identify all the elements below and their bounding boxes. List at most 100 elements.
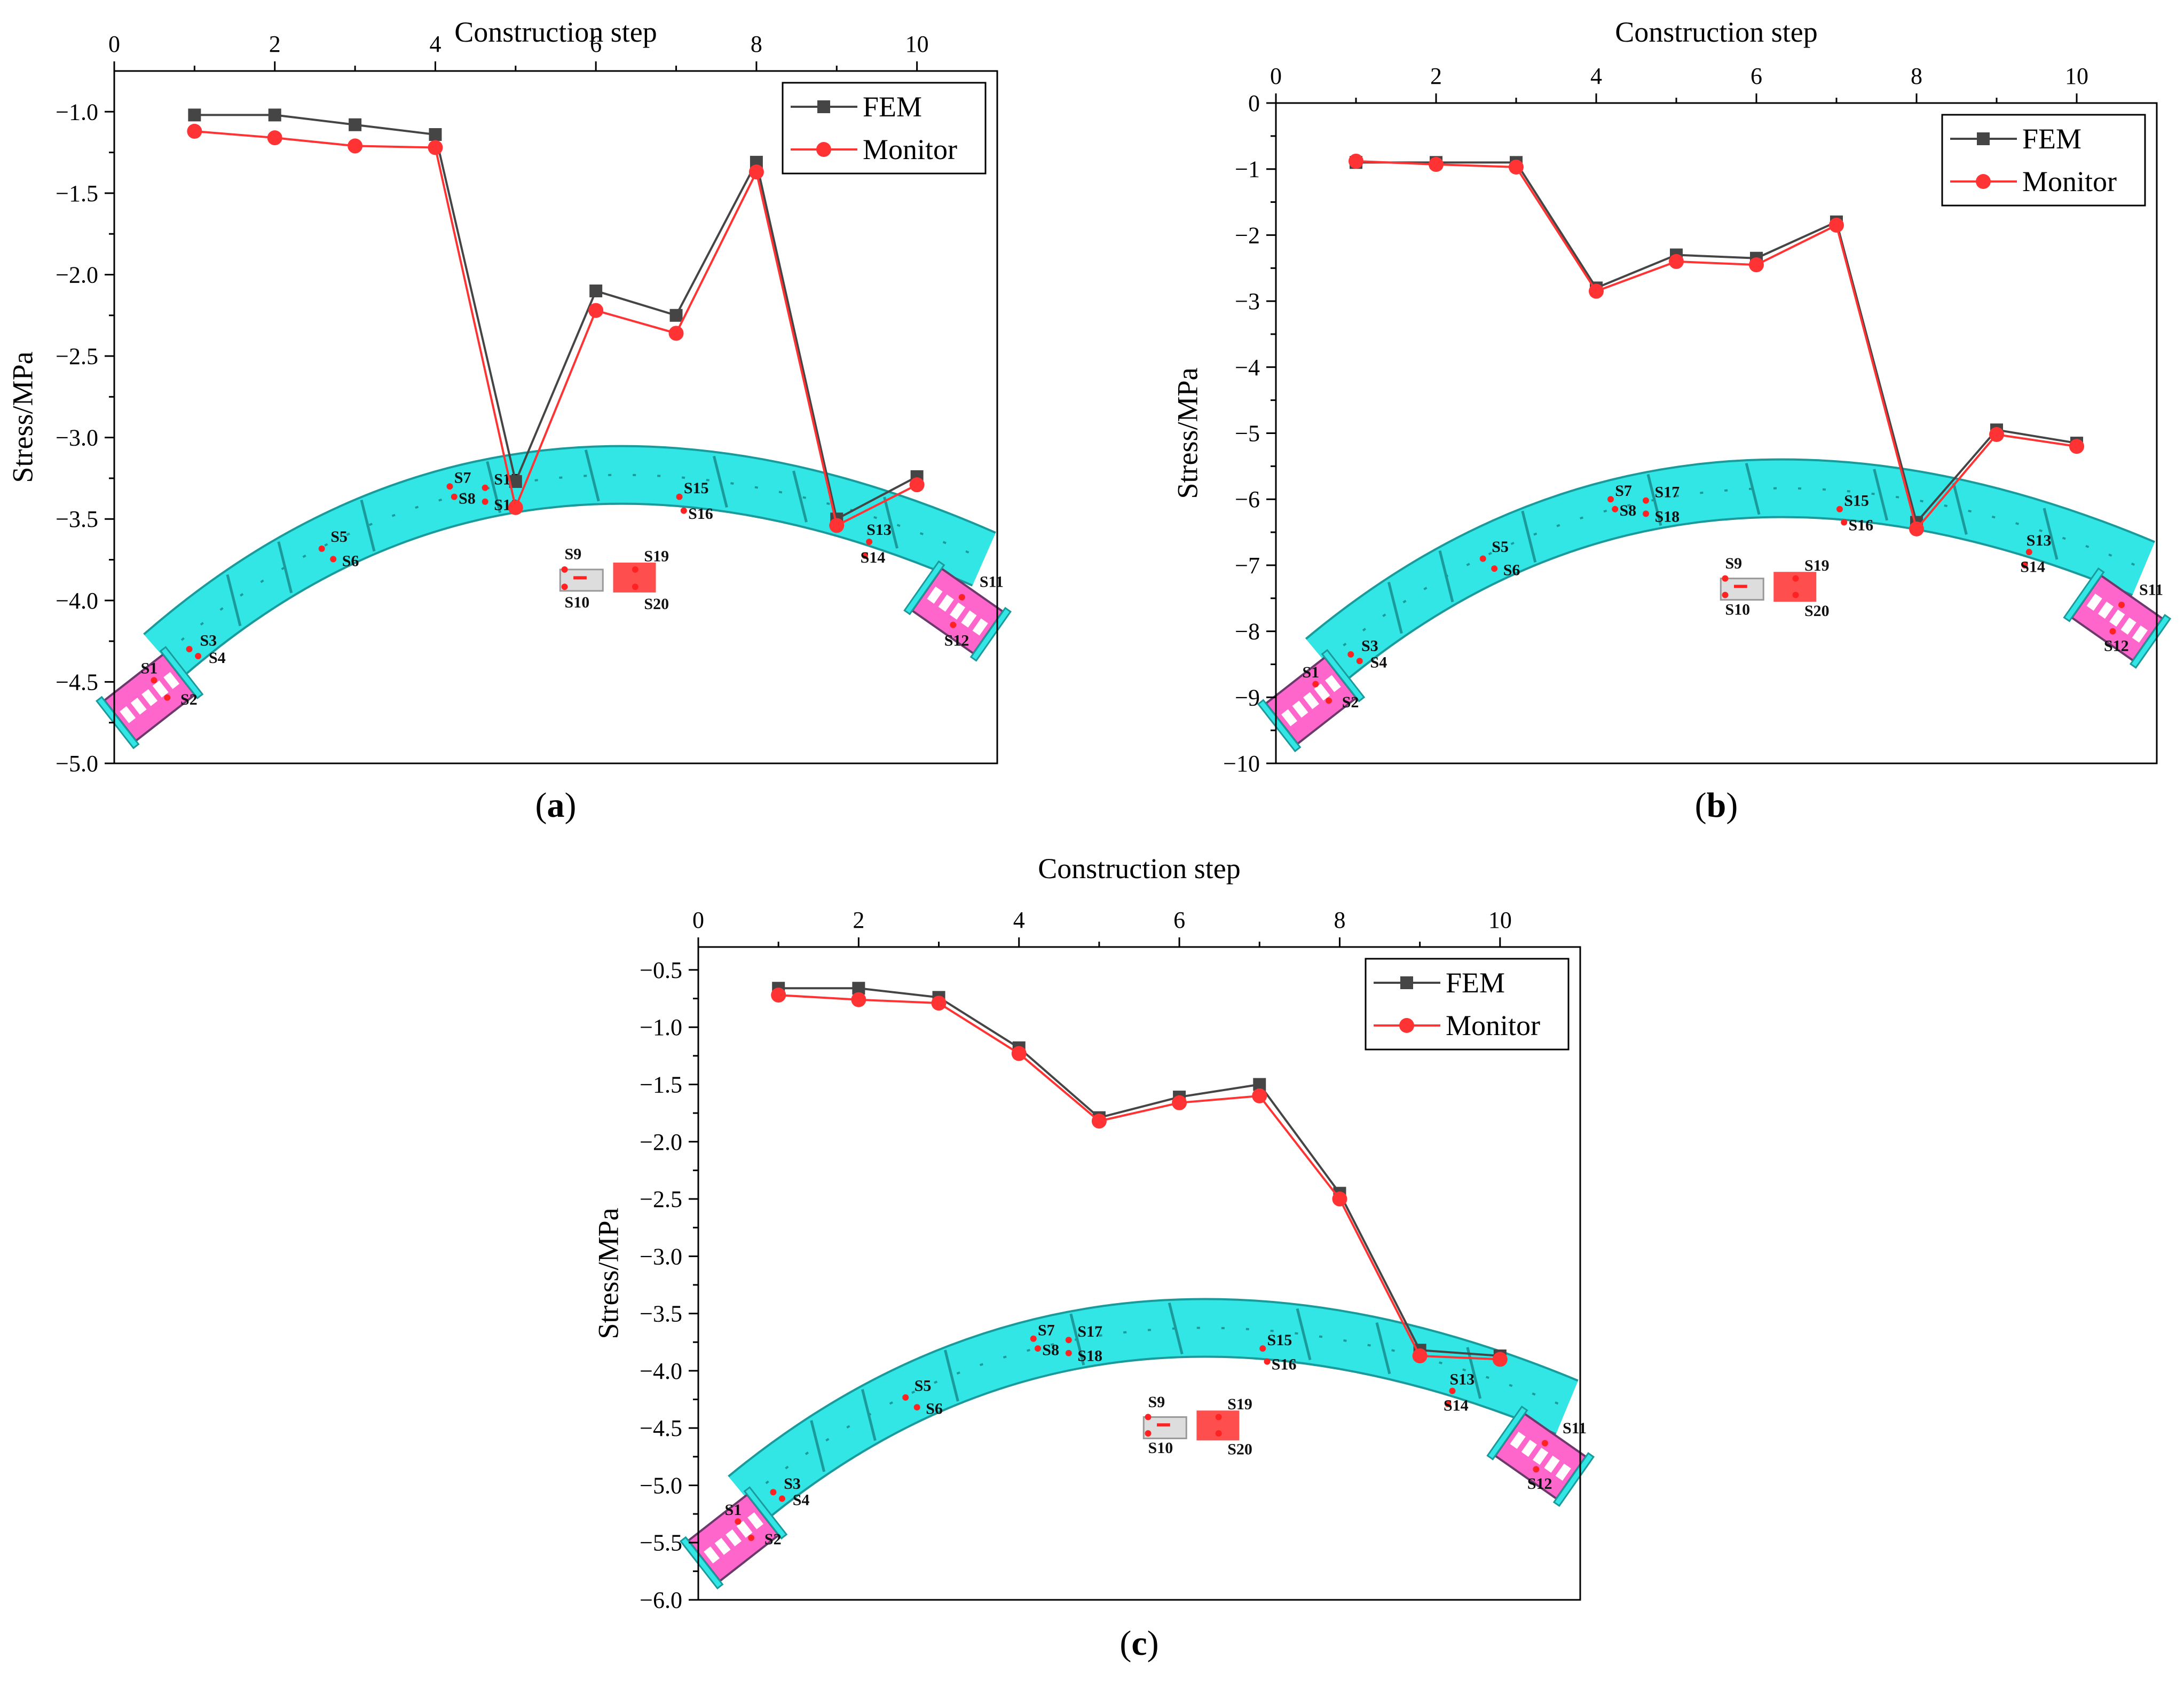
sensor-mark-s12 [1533,1466,1540,1473]
legend: FEM Monitor [782,82,987,175]
legend-label-monitor: Monitor [863,133,957,165]
sensor-mark-s12 [950,621,957,628]
sensor-mark-s9 [1722,575,1729,582]
left-base-block [679,1486,788,1590]
sensor-mark-s8 [1612,506,1619,512]
x-tick-label: 6 [1751,63,1762,89]
sensor-mark-s20 [1792,591,1799,598]
sensor-label-s2: S2 [1342,693,1359,711]
y-tick-label: −4.5 [640,1415,682,1441]
data-point-monitor [1509,159,1524,175]
data-point-monitor [267,130,282,146]
series-line-monitor [778,994,1500,1361]
sensor-label-s19: S19 [1804,557,1830,574]
sensor-mark-s14 [2021,562,2028,569]
sensor-mark-s17 [1643,497,1649,504]
sensor-label-s11: S11 [2139,581,2163,599]
sensor-label-s2: S2 [764,1530,782,1548]
sensor-label-s16: S16 [1849,516,1874,534]
x-tick-label: 8 [1911,63,1922,89]
y-axis-title: Stress/MPa [6,351,38,483]
panel-label: (b) [1695,786,1738,825]
data-point-monitor [187,123,202,139]
x-tick-label: 0 [1270,63,1282,89]
sensor-label-s13: S13 [1450,1370,1475,1388]
y-axis-title: Stress/MPa [1171,367,1203,499]
sensor-mark-s5 [318,545,325,552]
x-tick-label: 4 [1013,907,1025,933]
sensor-mark-s20 [1215,1430,1222,1437]
sensor-label-s18: S18 [1077,1347,1102,1364]
data-point-fem [429,128,442,141]
sensor-mark-s1 [151,677,157,684]
x-tick-label: 6 [1173,907,1185,933]
sensor-label-s14: S14 [861,549,886,566]
sensor-label-s9: S9 [565,545,582,563]
sensor-mark-s18 [1065,1349,1072,1356]
x-tick-label: 10 [905,31,929,57]
x-tick-label: 10 [2065,63,2088,89]
y-tick-label: 0 [1248,90,1260,116]
data-point-monitor [1412,1348,1428,1363]
sensor-mark-s19 [1215,1414,1222,1420]
sensor-mark-s17 [1065,1337,1072,1344]
sensor-label-s1: S1 [725,1501,742,1519]
sensor-mark-s1 [735,1518,742,1525]
sensor-label-s8: S8 [1620,502,1637,519]
sensor-mark-s17 [482,484,488,491]
sensor-label-s20: S20 [1804,602,1830,620]
sensor-label-s3: S3 [784,1475,801,1493]
sensor-label-s11: S11 [1563,1419,1587,1437]
plot-frame [697,946,1581,1601]
y-tick-label: −5.5 [640,1530,682,1556]
data-point-monitor [1332,1191,1347,1207]
sensor-label-s15: S15 [1844,492,1869,510]
y-tick-label: −9 [1235,684,1260,711]
data-point-monitor [1669,254,1684,269]
data-point-monitor [1429,157,1444,172]
sensor-label-s7: S7 [454,469,471,487]
sensor-mark-s4 [1356,658,1363,665]
data-point-monitor [1252,1088,1267,1103]
x-tick-label: 10 [1488,907,1512,933]
y-tick-label: −10 [1223,751,1260,777]
sensor-label-s13: S13 [866,521,892,539]
data-point-fem [188,108,201,122]
sensor-mark-s6 [330,556,337,563]
sensor-mark-s11 [958,594,965,601]
sensor-mark-s4 [778,1495,785,1502]
x-tick-label: 6 [590,31,602,57]
legend: FEM Monitor [1941,114,2146,207]
sensor-mark-s9 [561,566,568,573]
series-line-monitor [194,130,918,527]
legend: FEM Monitor [1365,958,1570,1051]
sensor-mark-s16 [1841,519,1848,526]
y-tick-label: −6.0 [640,1587,682,1613]
sensor-label-s9: S9 [1725,555,1743,572]
series-line-fem [1356,161,2077,525]
data-point-monitor [1749,257,1764,273]
y-tick-label: −5 [1235,421,1260,447]
sensor-label-s10: S10 [1725,601,1751,619]
left-base-block [95,646,204,749]
sensor-label-s16: S16 [1272,1355,1297,1373]
sensor-mark-s13 [2025,549,2032,556]
sensor-label-s5: S5 [914,1377,932,1395]
sensor-label-s18: S18 [1655,508,1680,525]
legend-marker-fem [817,100,830,113]
sensor-label-s12: S12 [944,632,969,650]
legend-label-monitor: Monitor [2022,165,2117,198]
sensor-mark-s7 [446,483,453,490]
x-tick-label: 2 [269,31,281,57]
x-tick-label: 4 [429,31,441,57]
sensor-mark-s18 [1643,510,1649,517]
sensor-label-s6: S6 [926,1400,943,1417]
right-base-block [2063,567,2172,669]
legend-marker-fem [1977,132,1990,145]
sensor-label-s7: S7 [1615,482,1632,500]
sensor-label-s20: S20 [1227,1440,1252,1458]
